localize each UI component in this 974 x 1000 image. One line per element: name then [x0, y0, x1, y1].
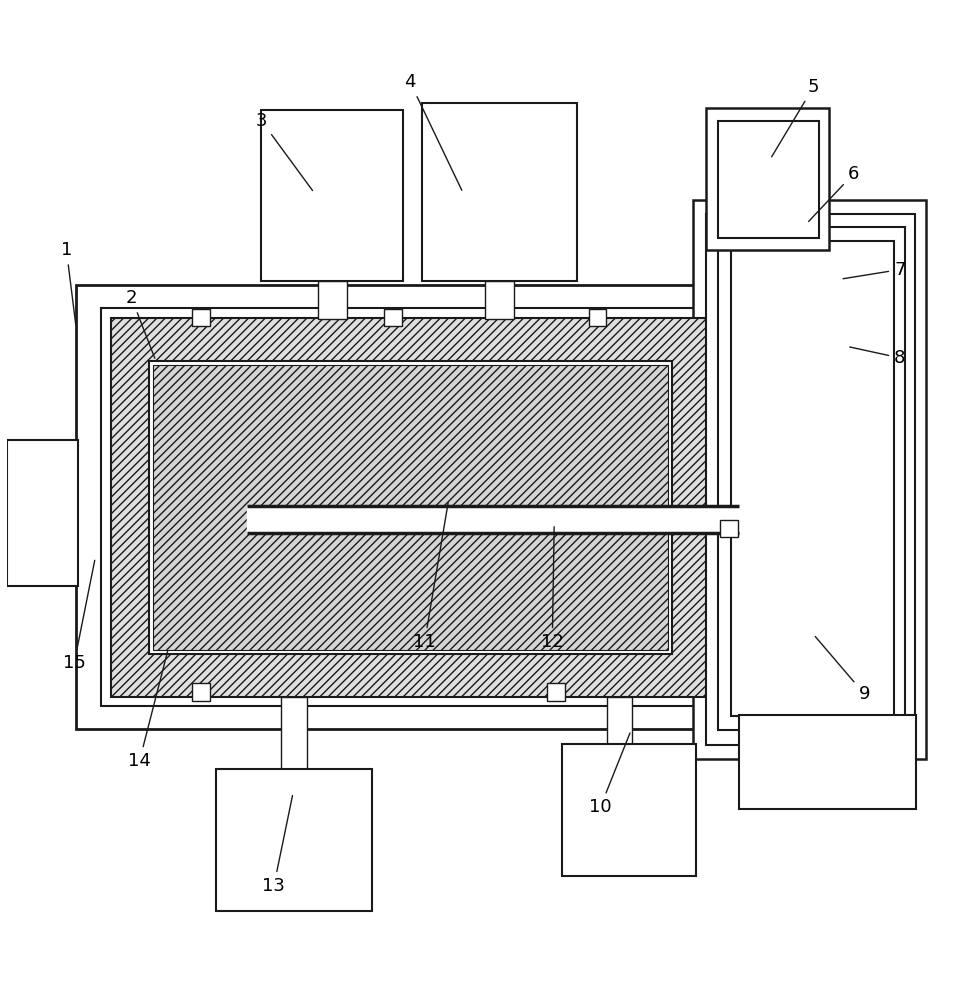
- Bar: [7, 440, 78, 586]
- Bar: [485, 281, 514, 319]
- Bar: [693, 200, 925, 759]
- Text: 2: 2: [126, 289, 155, 358]
- Text: 1: 1: [60, 241, 76, 324]
- Text: 4: 4: [404, 73, 462, 190]
- Text: 9: 9: [815, 637, 870, 703]
- Bar: [706, 108, 829, 250]
- Text: 15: 15: [62, 560, 94, 672]
- Bar: [706, 214, 916, 745]
- Text: 13: 13: [262, 796, 292, 895]
- Text: 5: 5: [771, 78, 819, 157]
- Text: 14: 14: [128, 652, 168, 770]
- Bar: [730, 241, 894, 716]
- Text: 8: 8: [849, 347, 906, 367]
- Bar: [76, 285, 777, 729]
- Bar: [261, 110, 403, 281]
- Bar: [111, 318, 739, 697]
- Bar: [216, 769, 372, 911]
- Bar: [719, 227, 905, 730]
- Bar: [281, 697, 308, 769]
- Bar: [738, 715, 917, 809]
- Text: 12: 12: [541, 527, 564, 651]
- Bar: [588, 309, 606, 326]
- Bar: [607, 697, 632, 744]
- Bar: [385, 309, 401, 326]
- Bar: [153, 365, 668, 650]
- Bar: [192, 683, 209, 701]
- Bar: [101, 308, 754, 706]
- Text: 7: 7: [843, 261, 906, 279]
- Text: 6: 6: [808, 165, 859, 221]
- Text: 10: 10: [589, 733, 630, 816]
- Bar: [547, 683, 565, 701]
- Bar: [721, 520, 737, 537]
- Text: 3: 3: [255, 112, 313, 191]
- Bar: [149, 361, 672, 654]
- Text: 11: 11: [413, 503, 448, 651]
- Bar: [562, 744, 696, 876]
- Bar: [422, 103, 578, 281]
- Bar: [192, 309, 209, 326]
- Bar: [719, 121, 819, 238]
- Bar: [318, 281, 347, 319]
